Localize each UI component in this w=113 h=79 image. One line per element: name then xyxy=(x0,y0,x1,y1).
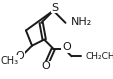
Text: CH₃: CH₃ xyxy=(1,56,19,66)
Text: O: O xyxy=(41,61,50,71)
Text: S: S xyxy=(51,3,58,13)
Text: O: O xyxy=(15,51,24,61)
Text: O: O xyxy=(61,42,70,52)
Text: NH₂: NH₂ xyxy=(70,17,91,27)
Text: CH₂CH₃: CH₂CH₃ xyxy=(85,52,113,61)
